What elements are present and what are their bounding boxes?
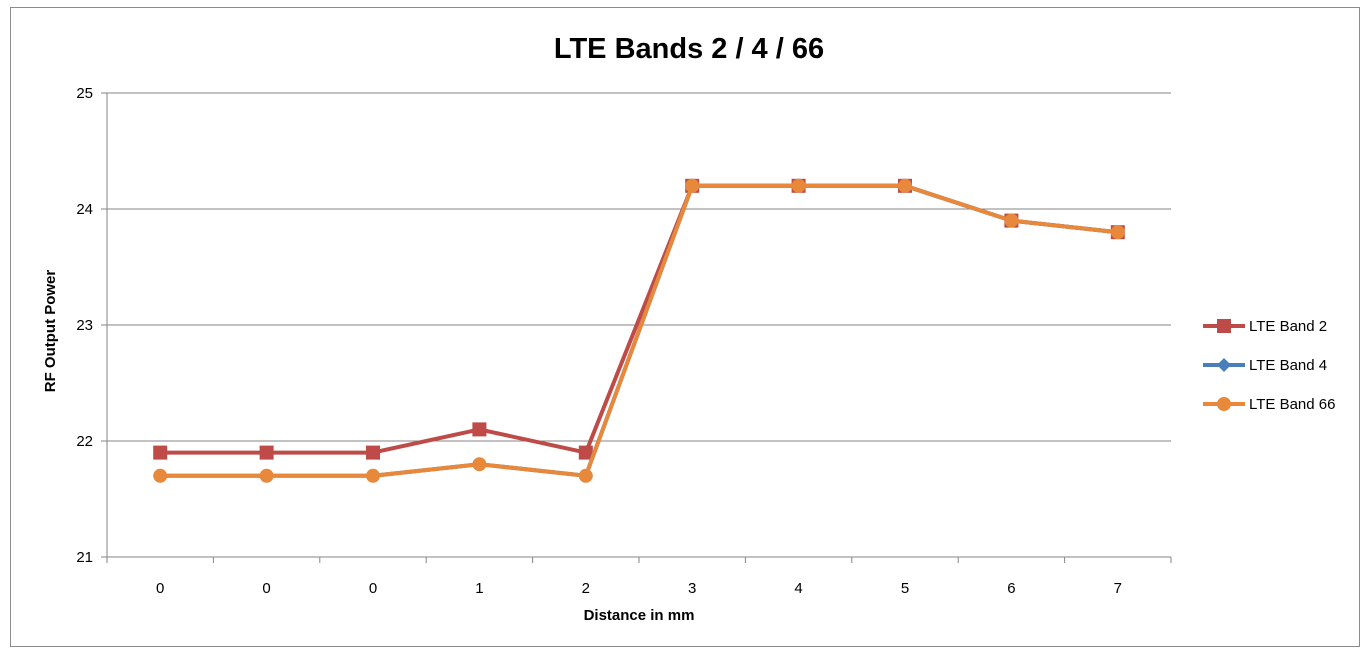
- data-point: [898, 178, 912, 193]
- x-tick-label: 2: [582, 580, 590, 597]
- x-tick-label: 5: [901, 580, 909, 597]
- chart-title: LTE Bands 2 / 4 / 66: [554, 33, 824, 65]
- legend-marker: [1217, 319, 1231, 333]
- data-point: [578, 445, 593, 460]
- legend-label: LTE Band 4: [1249, 357, 1327, 374]
- data-point: [1110, 225, 1125, 240]
- data-point: [472, 457, 487, 472]
- x-tick-label: 3: [688, 580, 696, 597]
- data-point: [685, 178, 700, 193]
- data-point: [259, 468, 274, 483]
- x-tick-labels: 0 0 0 1 2 3 4 5 6 7: [156, 580, 1122, 597]
- x-tick-label: 0: [369, 580, 377, 597]
- data-point: [472, 422, 487, 437]
- x-tick-label: 1: [475, 580, 483, 597]
- x-tick-label: 7: [1114, 580, 1122, 597]
- data-point: [1004, 213, 1019, 228]
- series-1: [153, 178, 1125, 460]
- y-axis-title: RF Output Power: [42, 270, 59, 393]
- legend-label: LTE Band 2: [1249, 318, 1327, 335]
- data-point: [259, 445, 274, 460]
- data-series: [153, 178, 1125, 483]
- series-3: [153, 178, 1125, 483]
- y-tick-label: 22: [76, 433, 93, 450]
- y-tick-label: 23: [76, 317, 93, 334]
- data-point: [791, 178, 806, 193]
- data-point: [153, 445, 168, 460]
- legend-item: LTE Band 66: [1203, 396, 1335, 413]
- x-tick-label: 6: [1007, 580, 1015, 597]
- y-tick-labels: 21 22 23 24 25: [76, 85, 93, 566]
- legend: LTE Band 2 LTE Band 4 LTE Band 66: [1203, 318, 1335, 413]
- data-point: [578, 468, 593, 483]
- x-tick-label: 0: [262, 580, 270, 597]
- data-point: [153, 468, 168, 483]
- legend-item: LTE Band 4: [1203, 357, 1327, 374]
- x-axis-title: Distance in mm: [584, 607, 695, 624]
- x-tick-label: 4: [794, 580, 802, 597]
- series-line: [160, 183, 1119, 478]
- y-tick-label: 24: [76, 201, 93, 218]
- data-point: [366, 445, 380, 460]
- legend-label: LTE Band 66: [1249, 396, 1335, 413]
- y-tick-label: 25: [76, 85, 93, 102]
- data-point: [366, 468, 380, 483]
- legend-item: LTE Band 2: [1203, 318, 1327, 335]
- y-tick-label: 21: [76, 549, 93, 566]
- gridlines: [107, 92, 1171, 442]
- legend-marker: [1217, 358, 1231, 372]
- legend-marker: [1217, 397, 1231, 411]
- x-tick-label: 0: [156, 580, 164, 597]
- series-line: [160, 183, 1119, 455]
- axes: [101, 92, 1172, 563]
